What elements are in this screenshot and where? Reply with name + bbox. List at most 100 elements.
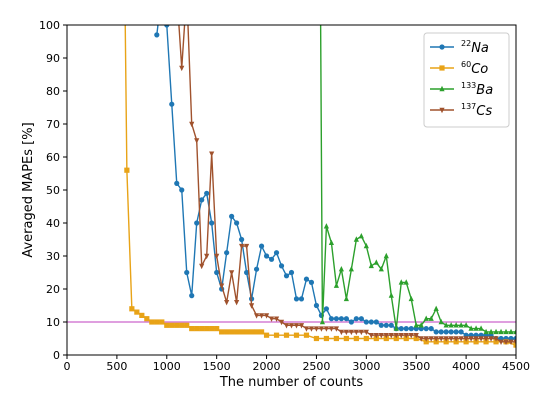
data-point-co (219, 329, 225, 335)
data-point-cs (413, 333, 419, 339)
data-point-cs (278, 319, 285, 326)
y-tick-label: 60 (46, 151, 60, 164)
data-point-na (169, 101, 175, 107)
data-point-cs (199, 263, 205, 270)
data-point-co (174, 322, 180, 328)
data-point-na (323, 306, 330, 312)
data-point-ba (483, 328, 489, 335)
data-point-ba (388, 292, 394, 298)
data-point-cs (363, 329, 369, 336)
legend-label: 22Na (461, 39, 489, 56)
data-point-ba (403, 279, 409, 285)
data-point-ba (503, 328, 509, 335)
x-axis: 0 500 1000 1500 2000 2500 3000 3500 4000 4500 (64, 355, 530, 373)
data-point-co (273, 332, 280, 338)
legend-item-na: 22Na (430, 39, 489, 56)
data-point-co (184, 322, 190, 328)
data-point-na (273, 250, 280, 256)
data-point-cs (503, 339, 509, 345)
data-point-na (244, 269, 250, 276)
data-point-cs (189, 121, 195, 128)
legend-label: 133Ba (461, 81, 493, 98)
data-point-ba (423, 315, 429, 321)
data-point-co (383, 335, 389, 342)
data-point-ba (353, 236, 359, 242)
data-point-ba (358, 233, 364, 239)
data-point-cs (368, 333, 374, 339)
legend-item-ba: 133Ba (430, 81, 493, 98)
data-point-na (368, 319, 374, 325)
data-point-na (253, 266, 260, 272)
data-point-ba (408, 295, 414, 302)
data-point-co (303, 332, 310, 338)
data-point-co (433, 339, 439, 345)
data-point-ba (468, 325, 474, 331)
data-point-cs (373, 333, 379, 339)
data-point-ba (463, 322, 469, 328)
data-point-ba (508, 328, 514, 335)
data-point-na (443, 329, 449, 335)
y-tick-label: 30 (46, 250, 60, 263)
data-point-na (263, 253, 270, 259)
data-point-na (408, 326, 414, 332)
data-point-na (383, 322, 389, 328)
data-point-co (239, 329, 245, 335)
data-point-cs (498, 339, 504, 345)
data-point-cs (353, 329, 359, 336)
data-point-na (328, 316, 335, 322)
data-point-cs (268, 316, 275, 322)
data-point-co (179, 322, 185, 328)
data-point-co (159, 319, 165, 325)
data-point-na (229, 213, 235, 219)
data-point-na (214, 269, 220, 276)
data-point-ba (378, 266, 384, 272)
data-point-cs (343, 329, 349, 336)
data-point-ba (438, 318, 444, 325)
data-point-co (194, 326, 200, 332)
data-point-cs (224, 300, 230, 306)
data-point-na (283, 273, 290, 279)
data-point-na (308, 279, 315, 285)
series-cs (178, 25, 516, 345)
data-point-ba (373, 259, 379, 265)
legend-label-main: Na (471, 41, 489, 56)
data-point-na (209, 220, 215, 226)
data-point-co (463, 339, 469, 345)
data-point-co (483, 339, 489, 345)
data-point-na (348, 319, 354, 325)
data-point-cs (468, 336, 474, 342)
data-point-na (433, 329, 439, 335)
data-point-co (423, 339, 429, 345)
data-point-na (353, 316, 359, 322)
data-point-na (333, 316, 339, 322)
data-point-cs (229, 270, 235, 276)
data-point-cs (219, 283, 225, 289)
data-point-na (268, 256, 275, 262)
data-point-cs (214, 253, 220, 260)
data-point-co (144, 316, 150, 322)
legend-label: 137Cs (461, 102, 492, 119)
data-point-ba (328, 239, 335, 245)
data-point-co (493, 339, 499, 345)
y-tick-label: 0 (53, 349, 60, 362)
data-point-na (378, 322, 384, 328)
data-point-cs (209, 151, 215, 157)
data-point-ba (383, 252, 389, 259)
data-point-na (343, 316, 349, 322)
data-point-co (343, 335, 349, 342)
data-point-co (224, 329, 230, 335)
data-point-cs (383, 333, 389, 339)
data-point-na (174, 180, 180, 186)
x-tick-label: 1500 (203, 360, 231, 373)
x-tick-label: 2500 (302, 360, 330, 373)
data-point-co (199, 326, 205, 332)
data-point-ba (343, 295, 349, 302)
legend-label-sup: 133 (461, 81, 476, 90)
data-point-cs (323, 326, 330, 332)
data-point-ba (319, 318, 326, 325)
data-point-ba (448, 322, 454, 328)
data-point-cs (308, 326, 315, 332)
legend-label-sup: 22 (461, 39, 471, 48)
